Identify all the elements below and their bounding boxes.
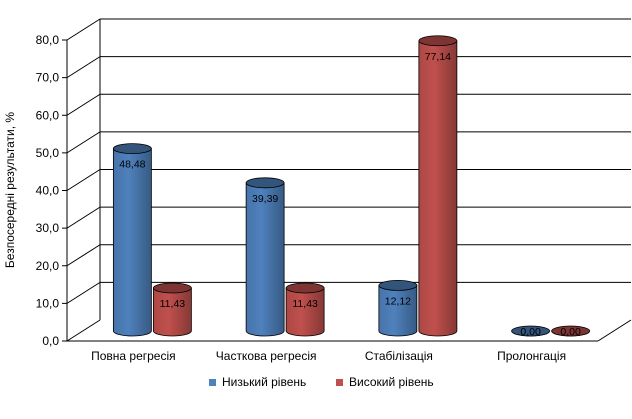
- x-category-label: Повна регресія: [91, 349, 176, 363]
- data-label: 11,43: [292, 298, 318, 310]
- gridline-diagonal: [66, 18, 101, 41]
- chart-bars: 48,48 11,43 39,39 11,43 12,12 77,14 0,00 0,00: [112, 35, 591, 338]
- legend-entry: Високий рівень: [349, 375, 434, 389]
- gridline-diagonal: [66, 281, 101, 304]
- data-label: 12,12: [385, 295, 411, 307]
- data-label: 39,39: [252, 193, 278, 205]
- chart-gridlines: [66, 18, 631, 304]
- bar-low-1: 39,39: [245, 177, 285, 337]
- y-axis-ticks: 0,0 10,0 20,0 30,0 40,0 50,0 60,0 70,0 80,0: [36, 33, 67, 348]
- chart-legend: Низький рівень Високий рівень: [209, 375, 434, 389]
- y-tick-label: 30,0: [36, 221, 60, 235]
- gridline-diagonal: [66, 56, 101, 79]
- bar-low-2: 12,12: [378, 279, 418, 337]
- data-label: 0,00: [560, 326, 581, 338]
- x-category-label: Стабілізація: [365, 349, 433, 363]
- gridline-diagonal: [66, 93, 101, 116]
- gridline-diagonal: [66, 206, 101, 229]
- y-tick-label: 10,0: [36, 296, 60, 310]
- y-tick-label: 60,0: [36, 108, 60, 122]
- legend-entry: Низький рівень: [222, 375, 306, 389]
- legend-swatch: [336, 379, 343, 386]
- x-category-label: Часткова регресія: [216, 349, 317, 363]
- x-axis-categories: Повна регресія Часткова регресія Стабіліза…: [91, 349, 566, 363]
- bar-high-1: 11,43: [285, 282, 325, 337]
- bar-high-0: 11,43: [152, 282, 192, 337]
- gridline-diagonal: [66, 169, 101, 191]
- y-axis-label: Безпосередні результати, %: [3, 112, 17, 268]
- y-tick-label: 70,0: [36, 71, 60, 85]
- floor-right-edge: [597, 319, 632, 342]
- y-tick-label: 80,0: [36, 33, 60, 47]
- floor-left-edge: [66, 319, 101, 342]
- gridline-diagonal: [66, 131, 101, 154]
- y-tick-label: 0,0: [42, 334, 59, 348]
- bar-low-0: 48,48: [112, 143, 152, 337]
- data-label: 11,43: [160, 298, 186, 310]
- legend-swatch: [209, 379, 216, 386]
- y-tick-label: 20,0: [36, 259, 60, 273]
- y-tick-label: 50,0: [36, 146, 60, 160]
- y-tick-label: 40,0: [36, 184, 60, 198]
- gridline-diagonal: [66, 244, 101, 267]
- bar-high-2: 77,14: [418, 35, 458, 337]
- bar-high-3: 0,00: [551, 325, 591, 338]
- x-category-label: Пролонгація: [497, 349, 566, 363]
- data-label: 77,14: [425, 51, 451, 63]
- data-label: 0,00: [520, 326, 541, 338]
- data-label: 48,48: [119, 159, 145, 171]
- bar-low-3: 0,00: [511, 325, 551, 338]
